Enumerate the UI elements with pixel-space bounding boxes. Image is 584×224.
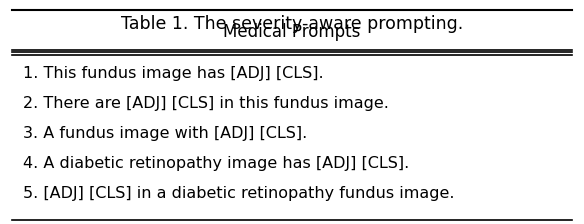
- Text: 2. There are [ADJ] [CLS] in this fundus image.: 2. There are [ADJ] [CLS] in this fundus …: [23, 96, 389, 111]
- Text: 4. A diabetic retinopathy image has [ADJ] [CLS].: 4. A diabetic retinopathy image has [ADJ…: [23, 156, 409, 171]
- Text: Table 1. The severity-aware prompting.: Table 1. The severity-aware prompting.: [121, 15, 463, 32]
- Text: 3. A fundus image with [ADJ] [CLS].: 3. A fundus image with [ADJ] [CLS].: [23, 126, 308, 141]
- Text: 1. This fundus image has [ADJ] [CLS].: 1. This fundus image has [ADJ] [CLS].: [23, 66, 324, 81]
- Text: 5. [ADJ] [CLS] in a diabetic retinopathy fundus image.: 5. [ADJ] [CLS] in a diabetic retinopathy…: [23, 186, 455, 201]
- Text: Medical Prompts: Medical Prompts: [223, 24, 361, 41]
